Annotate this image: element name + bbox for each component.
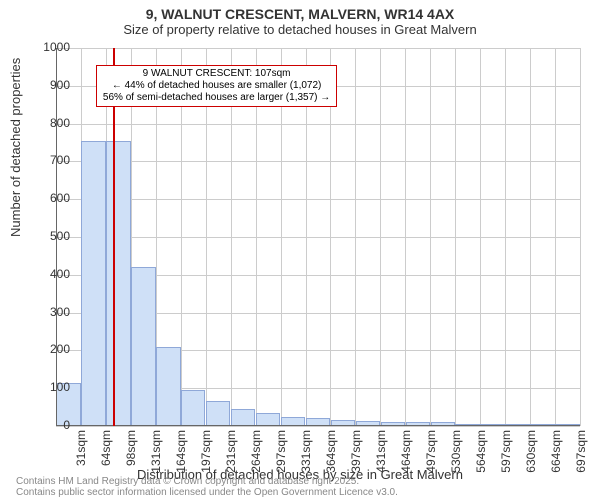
x-tick-label: 131sqm — [149, 430, 163, 476]
x-gridline — [380, 48, 381, 426]
chart-subtitle: Size of property relative to detached ho… — [0, 22, 600, 37]
x-tick-label: 397sqm — [349, 430, 363, 476]
x-tick-label: 530sqm — [449, 430, 463, 476]
x-gridline — [530, 48, 531, 426]
callout-line: ← 44% of detached houses are smaller (1,… — [103, 80, 330, 92]
footer-attribution: Contains HM Land Registry data © Crown c… — [16, 476, 398, 498]
x-gridline — [555, 48, 556, 426]
x-tick-label: 664sqm — [549, 430, 563, 476]
x-gridline — [405, 48, 406, 426]
chart-title: 9, WALNUT CRESCENT, MALVERN, WR14 4AX — [0, 0, 600, 22]
histogram-bar — [131, 267, 155, 426]
y-tick-label: 900 — [30, 78, 70, 92]
x-axis-line — [56, 425, 580, 426]
property-callout: 9 WALNUT CRESCENT: 107sqm← 44% of detach… — [96, 65, 337, 107]
x-tick-label: 564sqm — [474, 430, 488, 476]
y-tick-label: 0 — [30, 418, 70, 432]
x-tick-label: 497sqm — [424, 430, 438, 476]
y-tick-label: 300 — [30, 305, 70, 319]
x-tick-label: 297sqm — [274, 430, 288, 476]
y-gridline — [56, 237, 580, 238]
footer-line-2: Contains public sector information licen… — [16, 487, 398, 498]
x-gridline — [355, 48, 356, 426]
histogram-bar — [231, 409, 255, 426]
histogram-bar — [81, 141, 105, 426]
callout-line: 56% of semi-detached houses are larger (… — [103, 92, 330, 104]
y-gridline — [56, 161, 580, 162]
x-tick-label: 98sqm — [124, 430, 138, 476]
x-tick-label: 264sqm — [249, 430, 263, 476]
y-tick-label: 100 — [30, 380, 70, 394]
footer-line-1: Contains HM Land Registry data © Crown c… — [16, 476, 398, 487]
x-tick-label: 64sqm — [99, 430, 113, 476]
x-gridline — [430, 48, 431, 426]
chart-container: 9, WALNUT CRESCENT, MALVERN, WR14 4AX Si… — [0, 0, 600, 500]
histogram-bar — [181, 390, 205, 426]
y-gridline — [56, 199, 580, 200]
x-tick-label: 697sqm — [574, 430, 588, 476]
x-tick-label: 164sqm — [174, 430, 188, 476]
x-tick-label: 231sqm — [224, 430, 238, 476]
histogram-bar — [106, 141, 130, 426]
x-tick-label: 630sqm — [524, 430, 538, 476]
y-tick-label: 200 — [30, 342, 70, 356]
y-tick-label: 600 — [30, 191, 70, 205]
x-tick-label: 31sqm — [74, 430, 88, 476]
y-tick-label: 700 — [30, 153, 70, 167]
y-axis-label: Number of detached properties — [8, 58, 23, 237]
x-tick-label: 431sqm — [374, 430, 388, 476]
plot-area: 9 WALNUT CRESCENT: 107sqm← 44% of detach… — [56, 48, 580, 426]
x-gridline — [455, 48, 456, 426]
y-tick-label: 400 — [30, 267, 70, 281]
x-tick-label: 464sqm — [399, 430, 413, 476]
y-gridline — [56, 124, 580, 125]
histogram-bar — [156, 347, 180, 426]
x-tick-label: 197sqm — [199, 430, 213, 476]
y-tick-label: 800 — [30, 116, 70, 130]
y-tick-label: 500 — [30, 229, 70, 243]
y-gridline — [56, 426, 580, 427]
x-tick-label: 364sqm — [324, 430, 338, 476]
x-gridline — [580, 48, 581, 426]
histogram-bar — [206, 401, 230, 426]
x-gridline — [505, 48, 506, 426]
x-gridline — [480, 48, 481, 426]
x-tick-label: 331sqm — [299, 430, 313, 476]
y-gridline — [56, 48, 580, 49]
histogram-bar — [256, 413, 280, 426]
y-tick-label: 1000 — [30, 40, 70, 54]
callout-line: 9 WALNUT CRESCENT: 107sqm — [103, 68, 330, 80]
x-tick-label: 597sqm — [499, 430, 513, 476]
